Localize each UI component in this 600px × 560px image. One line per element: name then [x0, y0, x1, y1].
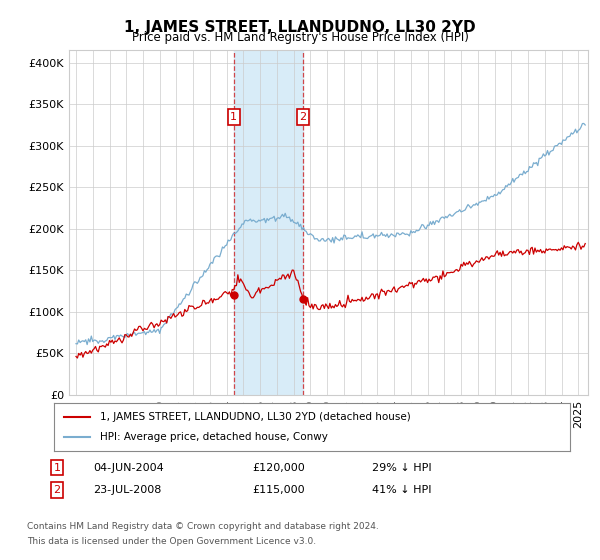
- Text: 1, JAMES STREET, LLANDUDNO, LL30 2YD: 1, JAMES STREET, LLANDUDNO, LL30 2YD: [124, 20, 476, 35]
- Text: Contains HM Land Registry data © Crown copyright and database right 2024.: Contains HM Land Registry data © Crown c…: [27, 522, 379, 531]
- Text: 41% ↓ HPI: 41% ↓ HPI: [372, 485, 431, 495]
- Text: 1: 1: [230, 112, 237, 122]
- Text: This data is licensed under the Open Government Licence v3.0.: This data is licensed under the Open Gov…: [27, 538, 316, 547]
- Text: £115,000: £115,000: [252, 485, 305, 495]
- Text: 2: 2: [53, 485, 61, 495]
- Text: HPI: Average price, detached house, Conwy: HPI: Average price, detached house, Conw…: [100, 432, 328, 442]
- Bar: [234, 50, 303, 395]
- Text: 04-JUN-2004: 04-JUN-2004: [93, 463, 164, 473]
- Text: 29% ↓ HPI: 29% ↓ HPI: [372, 463, 431, 473]
- Text: 1: 1: [53, 463, 61, 473]
- Text: 2: 2: [299, 112, 307, 122]
- Text: 23-JUL-2008: 23-JUL-2008: [93, 485, 161, 495]
- Text: £120,000: £120,000: [252, 463, 305, 473]
- Text: 1, JAMES STREET, LLANDUDNO, LL30 2YD (detached house): 1, JAMES STREET, LLANDUDNO, LL30 2YD (de…: [100, 412, 411, 422]
- Text: Price paid vs. HM Land Registry's House Price Index (HPI): Price paid vs. HM Land Registry's House …: [131, 31, 469, 44]
